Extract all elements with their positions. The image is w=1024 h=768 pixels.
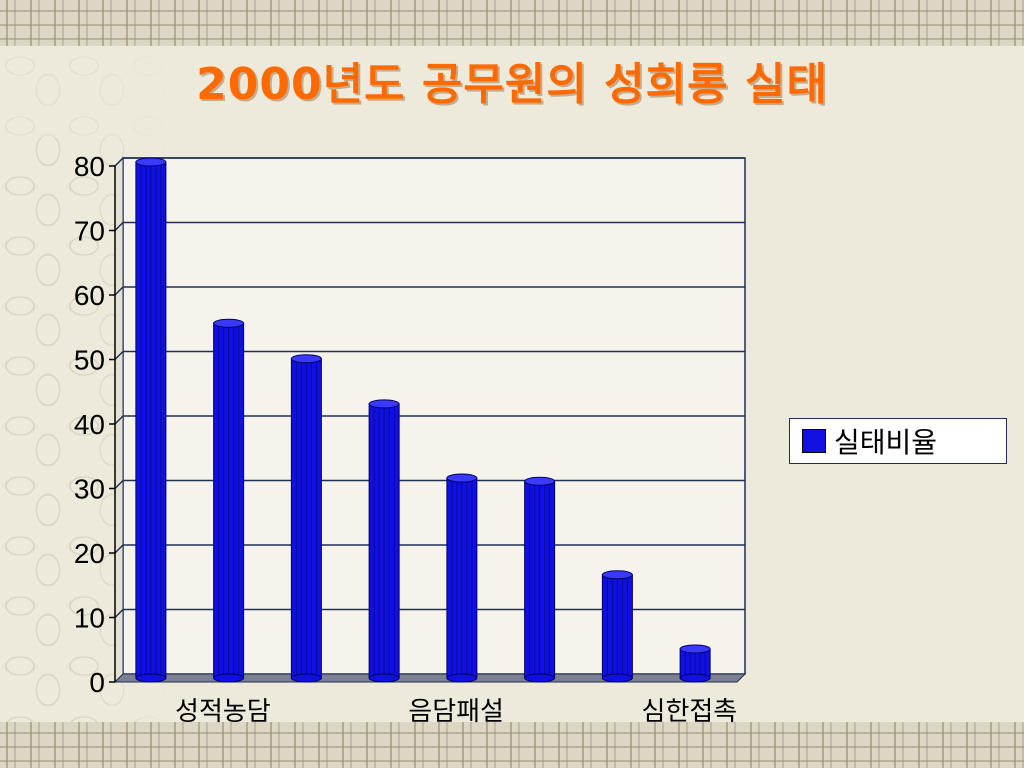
top-decorative-border [0, 0, 1024, 46]
gridline-side [114, 544, 124, 554]
title-background [0, 46, 1024, 138]
bar-body [135, 161, 167, 679]
bar-top [679, 644, 711, 654]
bar-base [524, 673, 556, 683]
y-axis-ticks: 0 10 20 30 40 50 60 70 80 [74, 151, 116, 698]
bar-top [290, 354, 322, 364]
y-tick-label: 10 [74, 603, 105, 634]
bar [290, 354, 322, 683]
bar-base [679, 673, 711, 683]
bar-base [368, 673, 400, 683]
bottom-decorative-border [0, 722, 1024, 768]
bar [679, 644, 711, 683]
bar-base [446, 673, 478, 683]
bar [368, 399, 400, 683]
legend: 실태비율 [789, 418, 1007, 464]
y-tick-label: 70 [74, 216, 105, 247]
bar-top [368, 399, 400, 409]
bar-top [213, 318, 245, 328]
gridline-side [114, 157, 124, 167]
y-tick-label: 40 [74, 409, 105, 440]
plot-floor [113, 673, 747, 683]
bar-body [368, 403, 400, 679]
x-category-label: 성적농담 [175, 697, 271, 727]
bar [524, 476, 556, 683]
bar-base [135, 673, 167, 683]
bar-top [135, 157, 167, 167]
bar-top [446, 473, 478, 483]
bar [446, 473, 478, 683]
chart-grid [113, 156, 747, 684]
gridline-side [114, 221, 124, 232]
x-category-label: 심한접촉 [642, 697, 738, 727]
y-tick-label: 60 [74, 280, 105, 311]
bar-body [213, 322, 245, 679]
legend-swatch [802, 429, 826, 453]
legend-label: 실태비율 [834, 426, 938, 459]
y-tick-label: 50 [74, 345, 105, 376]
bar [213, 318, 245, 683]
y-tick-label: 30 [74, 474, 105, 505]
bar-base [213, 673, 245, 683]
bar-body [601, 574, 633, 679]
bar-body [679, 648, 711, 679]
bar-top [524, 476, 556, 486]
gridline-side [114, 415, 124, 425]
gridline-side [114, 479, 124, 490]
gridline-side [114, 286, 124, 296]
chart-title: 2000년도 공무원의 성희롱 실태 [196, 59, 828, 110]
x-axis-categories: 성적농담 음담패설 심한접촉 [175, 697, 737, 727]
y-tick-label: 20 [74, 538, 105, 569]
bar [601, 570, 633, 683]
bar-body [524, 480, 556, 679]
bar-base [290, 673, 322, 683]
y-tick-label: 80 [74, 151, 105, 182]
gridline-side [114, 608, 124, 619]
bar-top [601, 570, 633, 580]
bar-base [601, 673, 633, 683]
y-tick-label: 0 [89, 667, 105, 698]
x-category-label: 음담패설 [408, 697, 504, 727]
bar [135, 157, 167, 683]
gridline-side [114, 350, 124, 361]
chart-bars [135, 157, 711, 683]
bar-body [290, 358, 322, 679]
